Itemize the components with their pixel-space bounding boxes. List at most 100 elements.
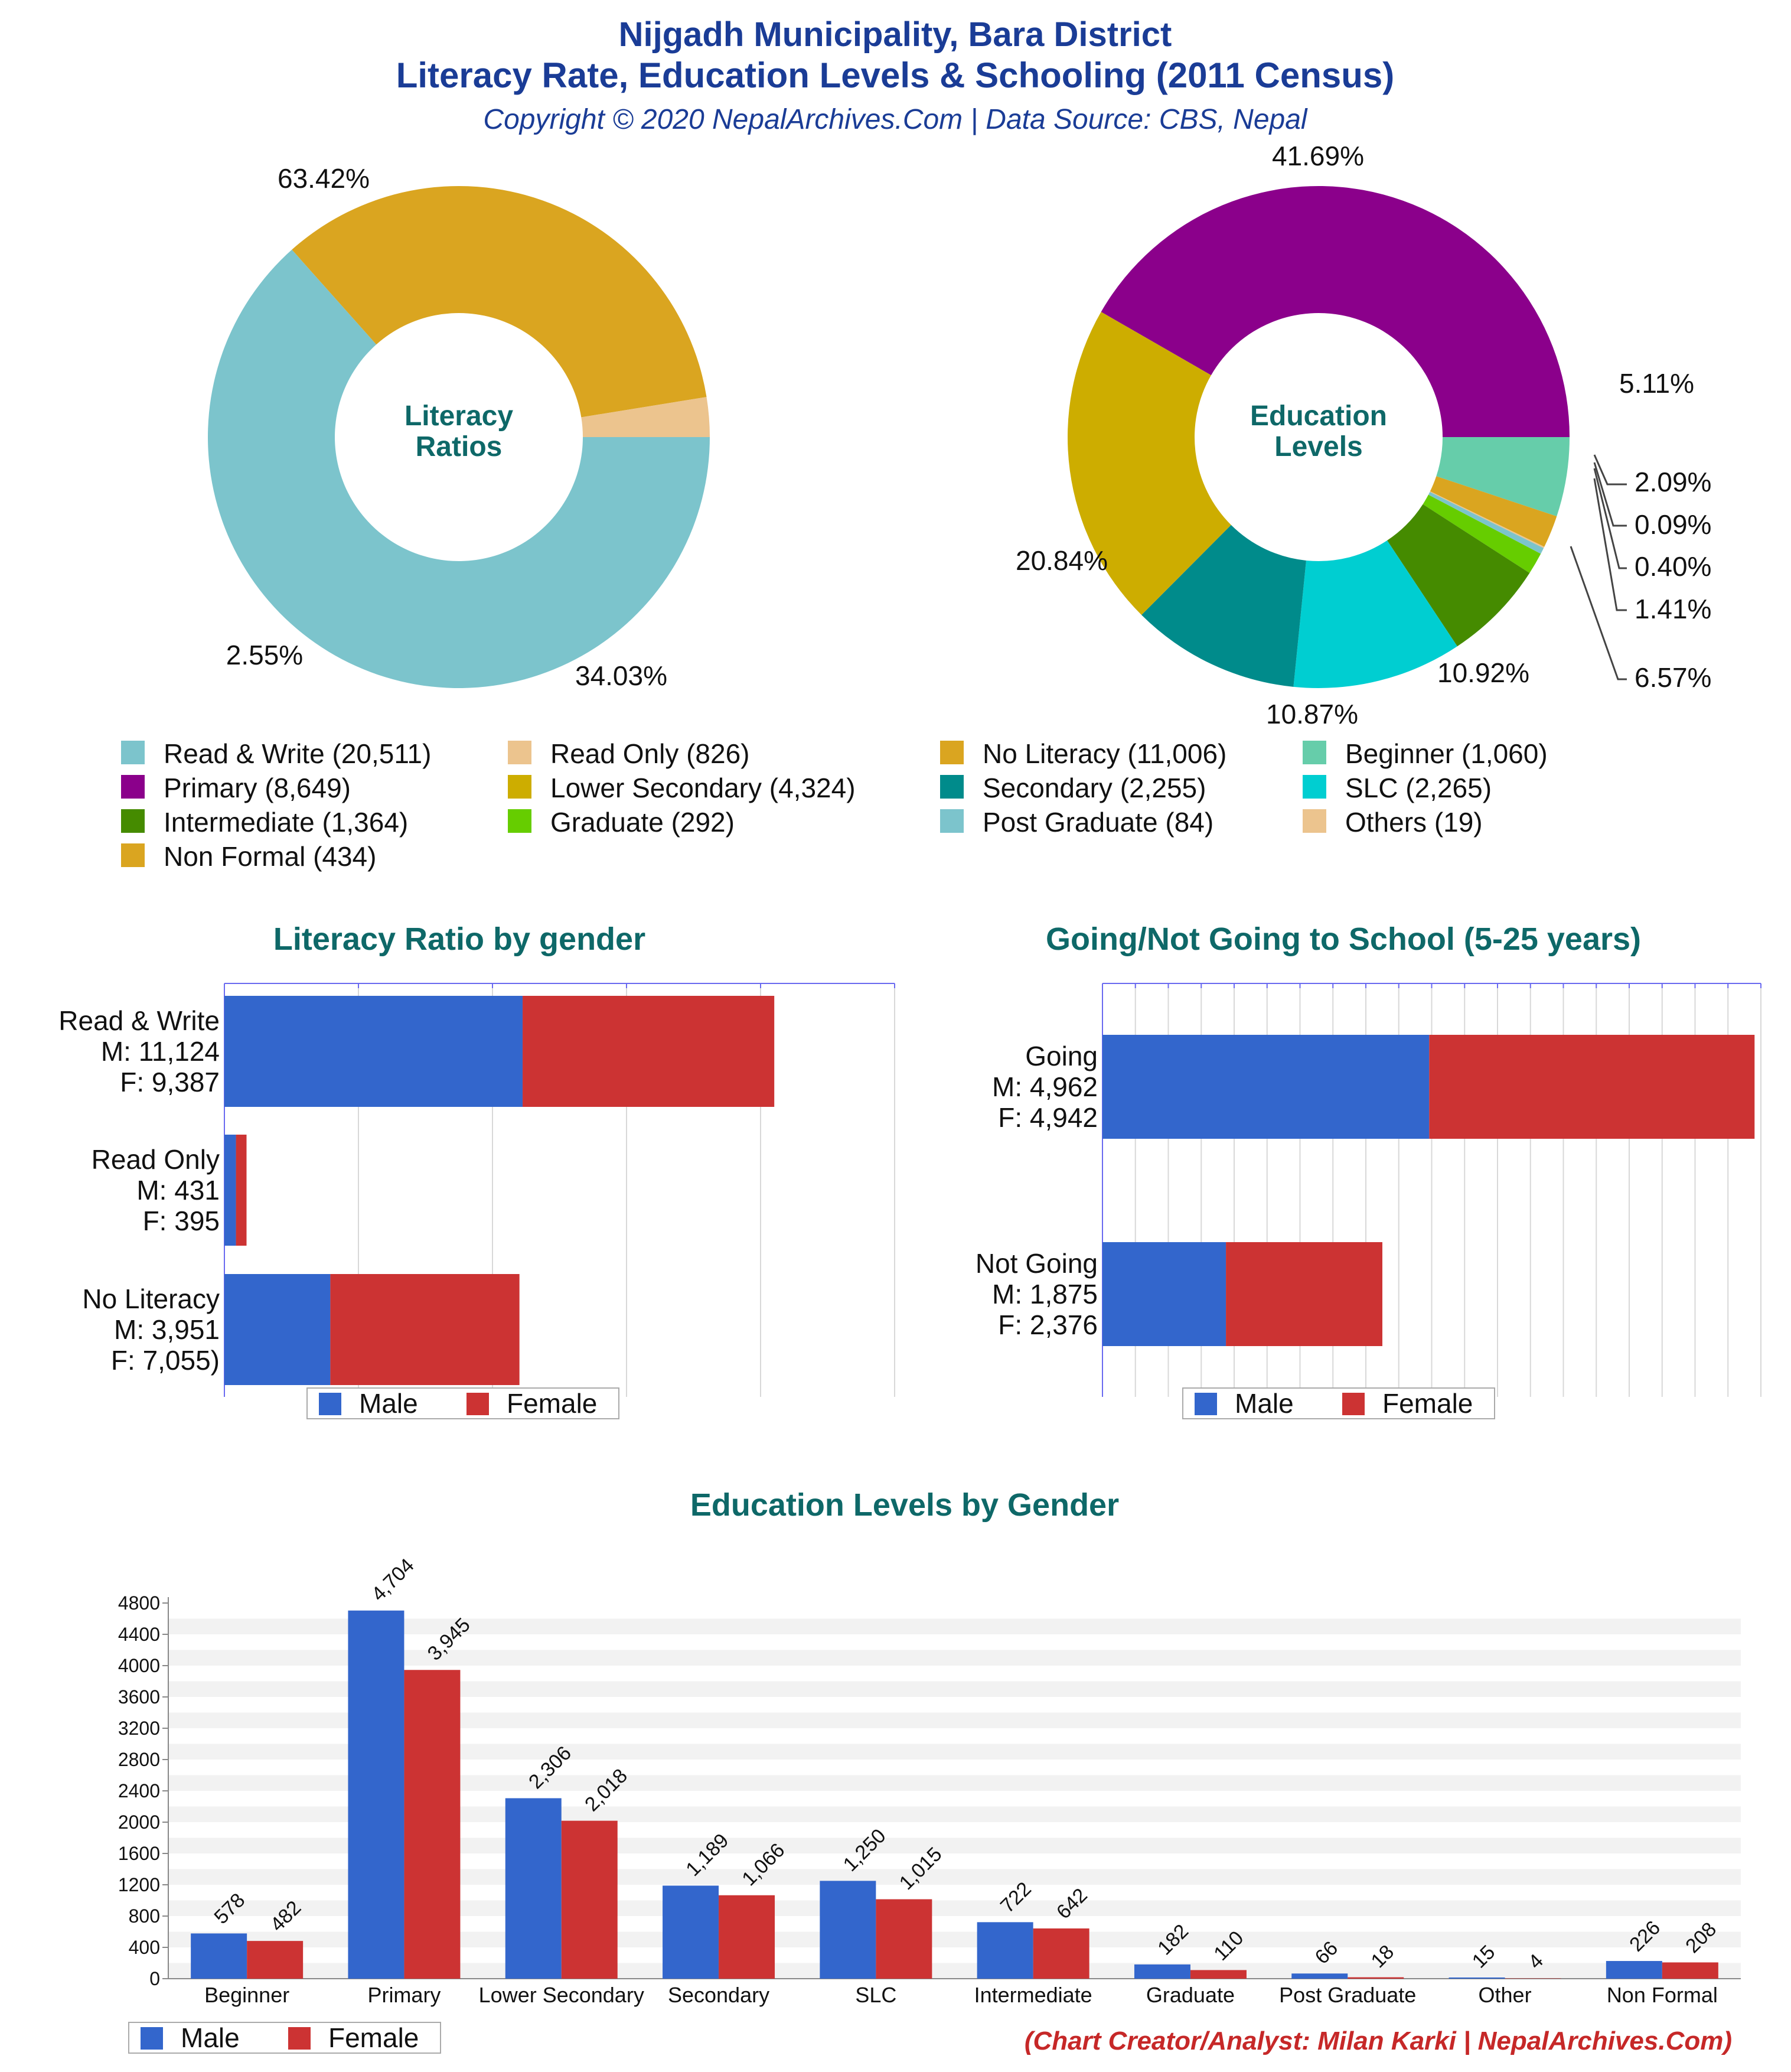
bar-male-intermediate [977, 1922, 1033, 1979]
bar-male-not-going [1102, 1242, 1226, 1346]
literacy-donut-chart [207, 186, 710, 689]
legend-label-lower-secondary-4-324: Lower Secondary (4,324) [550, 773, 856, 803]
grid-band [168, 1650, 1741, 1666]
category-label-line: M: 1,875 [992, 1279, 1098, 1309]
leader-line-others [1593, 462, 1627, 527]
legend-label-no-literacy-11-006: No Literacy (11,006) [983, 738, 1226, 769]
category-label-line: Not Going [976, 1248, 1098, 1279]
donut-slice-non-formal [1430, 476, 1557, 547]
bar-male-post-graduate [1291, 1973, 1348, 1979]
bar-female-other [1505, 1978, 1561, 1979]
category-label-line: M: 3,951 [114, 1314, 220, 1345]
donut-slice-read-only [581, 397, 710, 437]
donut-slice-read-write [207, 249, 710, 689]
legend-swatch-female [466, 1393, 489, 1415]
legend-swatch-male [319, 1393, 341, 1415]
legend-swatch-male [1195, 1393, 1217, 1415]
category-label-line: F: 4,942 [998, 1102, 1098, 1133]
category-label-line: F: 9,387 [120, 1067, 220, 1097]
bar-male-non-formal [1606, 1961, 1662, 1979]
y-tick-label: 4000 [118, 1655, 160, 1676]
bar-female-going [1429, 1035, 1755, 1139]
legend-swatch-beginner-1-060 [1303, 741, 1326, 764]
slice-label-read-only: 2.55% [226, 640, 303, 670]
donut-slice-primary [1101, 186, 1570, 437]
legend-label-beginner-1-060: Beginner (1,060) [1345, 738, 1548, 769]
y-tick-label: 2000 [118, 1812, 160, 1833]
y-tick-label: 1600 [118, 1843, 160, 1864]
bar-legend: Male Female [306, 1387, 619, 1419]
bar-female-primary [404, 1670, 461, 1979]
bar-female-non-formal [1662, 1962, 1718, 1979]
legend-frame [1182, 1387, 1495, 1419]
bar-female-slc [876, 1899, 932, 1979]
y-tick-label: 1200 [118, 1874, 160, 1895]
slice-label-primary: 41.69% [1272, 141, 1364, 171]
legend-label-female: Female [1382, 1388, 1473, 1419]
school-chart-title: Going/Not Going to School (5-25 years) [1046, 921, 1641, 957]
legend-swatch-female [1342, 1393, 1365, 1415]
category-label-line: Read Only [92, 1144, 220, 1175]
legend-swatch-secondary-2-255 [940, 775, 964, 799]
category-label-line: M: 4,962 [992, 1071, 1098, 1102]
y-tick-label: 0 [149, 1968, 160, 1989]
y-tick-label: 4800 [118, 1592, 160, 1614]
page-subtitle: Copyright © 2020 NepalArchives.Com | Dat… [483, 104, 1307, 135]
x-category-slc: SLC [855, 1983, 896, 2007]
literacy-donut-labels: 63.42% 34.03% 2.55% [226, 163, 667, 691]
legend-swatch-read-write-20-511 [121, 741, 145, 764]
slice-label-non-formal: 2.09% [1635, 467, 1711, 497]
x-category-primary: Primary [367, 1983, 441, 2007]
y-tick-label: 3600 [118, 1686, 160, 1708]
bar-male-no-literacy [224, 1274, 331, 1385]
legend-label-slc-2-265: SLC (2,265) [1345, 773, 1492, 803]
bar-female-lower-secondary [561, 1820, 618, 1979]
bar-male-slc [820, 1881, 876, 1979]
legend-swatch-others-19 [1303, 809, 1326, 833]
bar-male-going [1102, 1035, 1430, 1139]
category-label-line: M: 11,124 [101, 1036, 220, 1067]
legend-frame [128, 2022, 441, 2054]
y-tick-label: 2400 [118, 1780, 160, 1801]
legend-swatch-graduate-292 [508, 809, 531, 833]
page-title-line2: Literacy Rate, Education Levels & School… [396, 56, 1395, 95]
category-label-line: M: 431 [136, 1175, 220, 1206]
legend-swatch-read-only-826 [508, 741, 531, 764]
legend-swatch-primary-8-649 [121, 775, 145, 799]
legend-label-others-19: Others (19) [1345, 807, 1483, 838]
bar-female-not-going [1226, 1242, 1382, 1346]
pie-legend: Read & Write (20,511) Read Only (826) No L… [121, 738, 1548, 872]
category-label-line: F: 7,055) [111, 1345, 220, 1376]
category-label-line: F: 395 [143, 1206, 220, 1236]
bar-female-no-literacy [330, 1274, 520, 1385]
literacy-center-label-line1: Literacy [404, 400, 513, 432]
education-center-label-line2: Levels [1274, 431, 1362, 462]
legend-label-graduate-292: Graduate (292) [550, 807, 735, 838]
grid-band [168, 1618, 1741, 1634]
legend-label-post-graduate-84: Post Graduate (84) [983, 807, 1213, 838]
legend-swatch-post-graduate-84 [940, 809, 964, 833]
legend-label-read-only-826: Read Only (826) [550, 738, 750, 769]
bar-male-beginner [191, 1933, 247, 1979]
bar-female-graduate [1190, 1970, 1247, 1979]
leader-line-graduate [1593, 478, 1627, 611]
bar-male-primary [348, 1610, 404, 1979]
bar-male-lower-secondary [505, 1798, 562, 1979]
legend-label-read-write-20-511: Read & Write (20,511) [164, 738, 431, 769]
donut-slice-others [1430, 491, 1545, 549]
legend-swatch-lower-secondary-4-324 [508, 775, 531, 799]
leader-line-post-graduate [1593, 468, 1627, 569]
donut-slice-no-literacy [292, 186, 707, 418]
education-donut-chart [1068, 186, 1570, 688]
legend-frame [306, 1387, 619, 1419]
category-label-line: F: 2,376 [998, 1309, 1098, 1340]
slice-label-graduate: 1.41% [1635, 594, 1711, 624]
y-tick-label: 4400 [118, 1624, 160, 1645]
legend-swatch-non-formal-434 [121, 843, 145, 867]
leader-line-intermediate [1570, 546, 1627, 680]
bar-legend: Male Female [1182, 1387, 1495, 1419]
page-title-line1: Nijgadh Municipality, Bara District [619, 15, 1172, 54]
education-center-label-line1: Education [1250, 400, 1387, 432]
